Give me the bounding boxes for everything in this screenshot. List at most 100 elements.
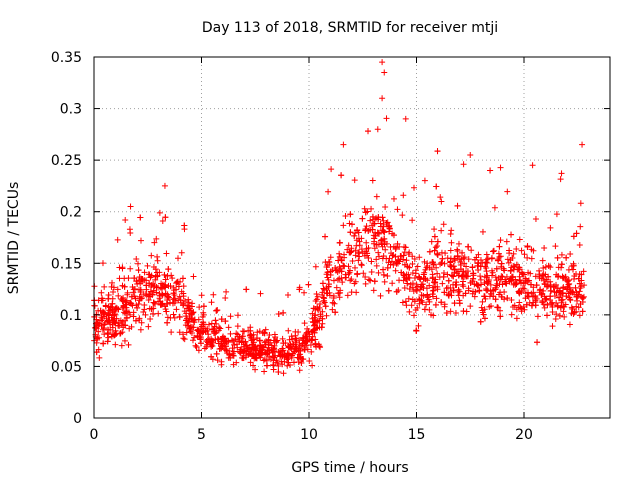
data-point — [451, 255, 458, 262]
data-point — [335, 290, 342, 297]
y-tick-label: 0.05 — [51, 359, 82, 375]
data-point — [451, 257, 458, 264]
data-point — [241, 347, 248, 354]
data-point — [352, 247, 359, 254]
data-point — [125, 275, 132, 282]
data-point — [580, 268, 587, 275]
data-point — [528, 255, 535, 262]
data-point — [383, 115, 390, 122]
data-point — [402, 244, 409, 251]
data-point — [438, 259, 445, 266]
y-tick-label: 0.3 — [60, 102, 82, 118]
data-point — [497, 253, 504, 260]
data-point — [205, 321, 212, 328]
data-point — [409, 253, 416, 260]
data-point — [257, 290, 264, 297]
data-point — [458, 256, 465, 263]
data-point — [101, 313, 108, 320]
data-point — [472, 288, 479, 295]
data-point — [265, 337, 272, 344]
data-point — [184, 302, 191, 309]
data-point — [374, 229, 381, 236]
data-point — [352, 278, 359, 285]
data-point — [157, 301, 164, 308]
data-point — [510, 266, 517, 273]
data-point — [522, 290, 529, 297]
data-point — [178, 249, 185, 256]
data-point — [162, 284, 169, 291]
data-point — [322, 303, 329, 310]
data-point — [137, 214, 144, 221]
y-tick-label: 0 — [73, 411, 82, 427]
data-point — [544, 301, 551, 308]
data-point — [497, 164, 504, 171]
data-point — [312, 317, 319, 324]
data-point — [180, 293, 187, 300]
data-point — [170, 284, 177, 291]
data-point — [447, 308, 454, 315]
data-point — [362, 226, 369, 233]
data-point — [432, 244, 439, 251]
data-point — [460, 308, 467, 315]
data-point — [487, 288, 494, 295]
data-point — [179, 275, 186, 282]
data-point — [285, 327, 292, 334]
data-point — [459, 249, 466, 256]
data-point — [101, 283, 108, 290]
data-point — [571, 273, 578, 280]
data-point — [434, 286, 441, 293]
data-point — [347, 211, 354, 218]
data-point — [227, 354, 234, 361]
data-point — [342, 271, 349, 278]
data-point — [549, 302, 556, 309]
data-point — [576, 312, 583, 319]
data-point — [430, 312, 437, 319]
data-point — [296, 367, 303, 374]
data-point — [369, 213, 376, 220]
data-point — [261, 368, 268, 375]
data-point — [517, 276, 524, 283]
data-point — [330, 277, 337, 284]
data-point — [385, 223, 392, 230]
data-point — [218, 361, 225, 368]
data-point — [508, 296, 515, 303]
data-point — [363, 223, 370, 230]
data-point — [305, 281, 312, 288]
data-point — [302, 333, 309, 340]
data-point — [141, 302, 148, 309]
data-point — [530, 247, 537, 254]
data-point — [208, 335, 215, 342]
data-point — [316, 343, 323, 350]
data-point — [104, 338, 111, 345]
data-point — [509, 273, 516, 280]
data-point — [242, 338, 249, 345]
data-point — [341, 251, 348, 258]
data-point — [140, 291, 147, 298]
data-point — [374, 126, 381, 133]
data-point — [365, 255, 372, 262]
data-point — [377, 292, 384, 299]
data-point — [571, 309, 578, 316]
data-point — [403, 302, 410, 309]
data-point — [399, 299, 406, 306]
data-point — [438, 198, 445, 205]
data-point — [213, 307, 220, 314]
data-point — [497, 313, 504, 320]
data-point — [162, 290, 169, 297]
data-point — [381, 69, 388, 76]
data-point — [314, 293, 321, 300]
data-point — [401, 261, 408, 268]
data-point — [530, 299, 537, 306]
data-point — [229, 345, 236, 352]
data-point — [511, 280, 518, 287]
data-point — [218, 335, 225, 342]
data-point — [176, 329, 183, 336]
data-point — [409, 280, 416, 287]
data-point — [334, 276, 341, 283]
data-point — [385, 287, 392, 294]
data-point — [280, 370, 287, 377]
data-point — [487, 281, 494, 288]
data-point — [354, 270, 361, 277]
data-point — [253, 335, 260, 342]
data-point — [429, 291, 436, 298]
